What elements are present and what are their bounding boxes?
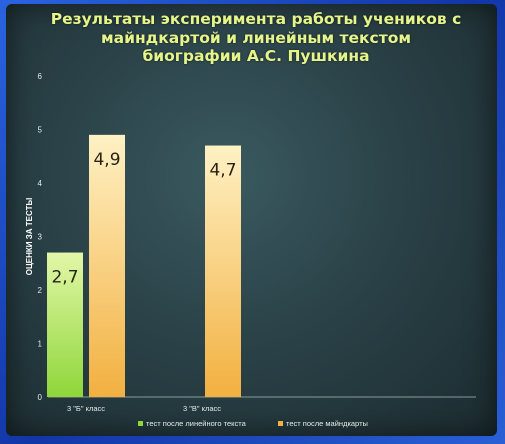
chart-screen: Результаты эксперимента работы учеников … [6,4,497,436]
legend-label: тест после майндкарты [286,419,368,428]
chart-bars [47,134,241,397]
bar-mindmap-2 [205,145,241,397]
y-tick-label: 6 [38,72,43,81]
y-tick-label: 0 [38,393,43,402]
chart-title-line-1: Результаты эксперимента работы учеников … [50,10,462,28]
legend-label: тест после линейного текста [146,419,247,428]
y-tick-label: 3 [38,233,43,242]
y-tick-label: 5 [38,126,43,135]
chart-title-line-2: майндкартой и линейным текстом [100,28,412,47]
y-axis-label: ОЦЕНКИ ЗА ТЕСТЫ [25,198,34,276]
data-label: 4,9 [93,150,120,170]
x-category-label: 3 "Б" класс [67,404,105,413]
legend-swatch [138,421,143,426]
bar-chart: 0 1 2 3 4 5 6 ОЦЕНКИ ЗА ТЕСТЫ 3 "Б" класс 3 "В" к… [25,72,476,428]
bar-mindmap-1 [89,134,125,397]
chart-data-labels: 2,7 4,9 4,7 [51,150,236,288]
data-label: 2,7 [51,268,78,288]
x-category-label: 3 "В" класс [183,404,221,413]
legend-swatch [278,421,283,426]
chart-title: Результаты эксперимента работы учеников … [46,10,466,66]
y-tick-label: 1 [38,340,43,349]
data-label: 4,7 [209,161,236,181]
y-tick-label: 2 [38,286,43,295]
bar-linear-text-1 [47,252,83,397]
chart-legend: тест после линейного текста тест после ма… [138,419,368,428]
y-tick-label: 4 [38,179,43,188]
chart-title-line-3: биографии А.С. Пушкина [142,47,370,65]
